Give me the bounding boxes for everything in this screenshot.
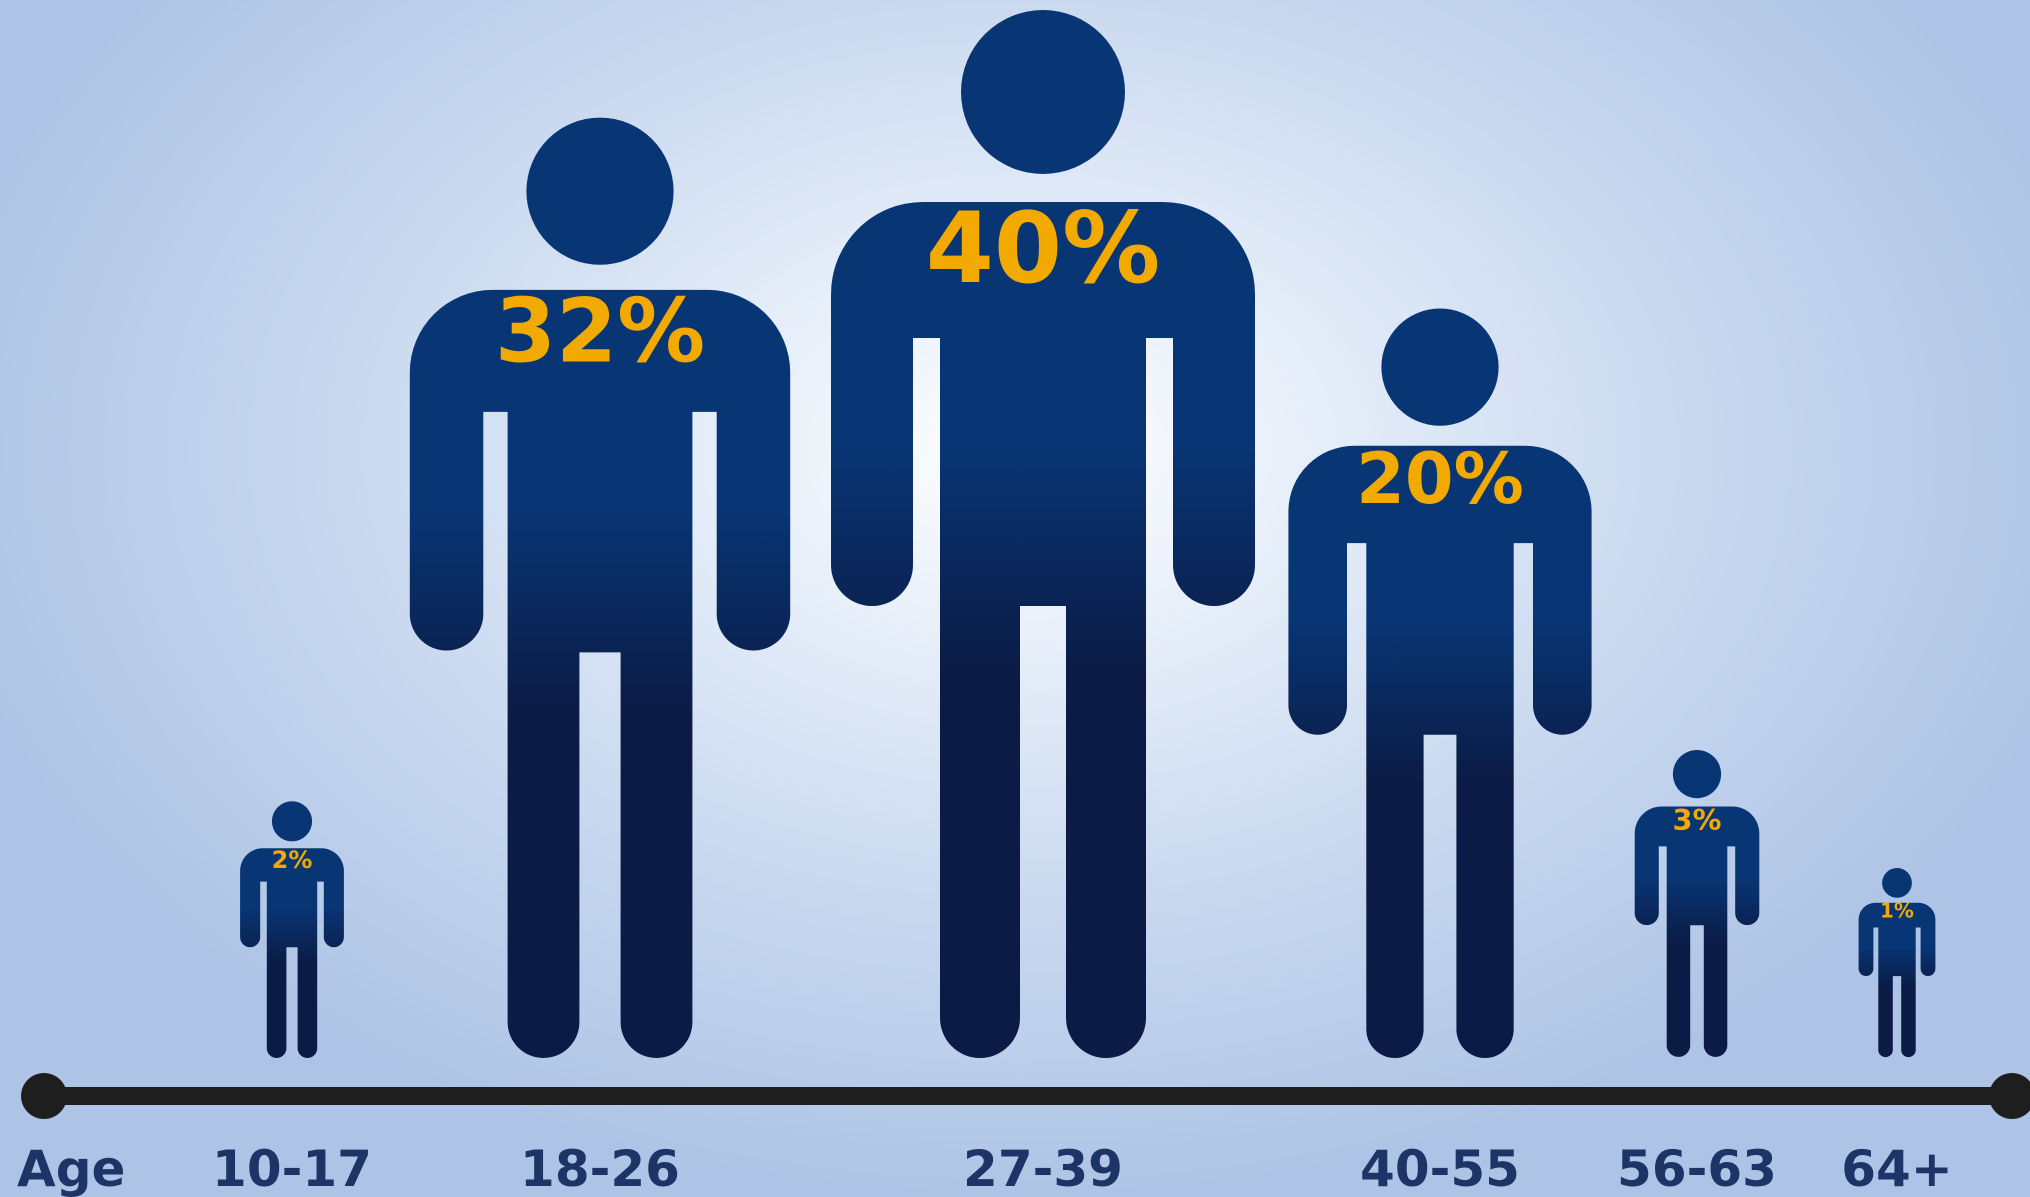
x-tick-label: 27-39 [963, 1140, 1123, 1197]
x-tick-label: 40-55 [1360, 1140, 1520, 1197]
axis-start-dot [21, 1073, 67, 1119]
person-body-bar [409, 289, 791, 1058]
data-label: 3% [1673, 803, 1722, 837]
person-figure: 32% [409, 117, 791, 1058]
x-tick-label: 64+ [1841, 1140, 1952, 1197]
person-body-bar [1858, 902, 1936, 1058]
person-figure: 3% [1634, 750, 1760, 1057]
person-head [1381, 308, 1499, 426]
x-tick-label: 56-63 [1617, 1140, 1777, 1197]
person-figure: 1% [1858, 868, 1936, 1058]
person-head [526, 117, 674, 265]
person-body-bar [831, 202, 1255, 1058]
data-label: 20% [1356, 438, 1524, 520]
person-body-bar [1634, 806, 1760, 1057]
data-label: 32% [495, 280, 705, 383]
person-body-bar [1288, 445, 1592, 1059]
person-body-bar [240, 848, 344, 1058]
person-head [271, 801, 313, 842]
category-labels: 10-17 18-26 27-39 40-55 56-63 64+ [212, 1140, 1953, 1197]
person-figure: 2% [240, 801, 344, 1058]
data-label: 1% [1880, 898, 1914, 922]
data-label: 40% [926, 192, 1161, 306]
axis-end-dot [1989, 1073, 2030, 1119]
data-label: 2% [272, 846, 313, 874]
person-head [1882, 868, 1912, 898]
person-head [1672, 750, 1722, 799]
x-tick-label: 18-26 [520, 1140, 680, 1197]
person-figures: 2% 32% 40% 20% 3% 1% [240, 10, 1936, 1059]
x-axis-title: Age [17, 1140, 125, 1197]
person-figure: 20% [1288, 308, 1592, 1059]
person-head [961, 10, 1125, 174]
x-tick-label: 10-17 [212, 1140, 372, 1197]
person-figure: 40% [831, 10, 1255, 1058]
